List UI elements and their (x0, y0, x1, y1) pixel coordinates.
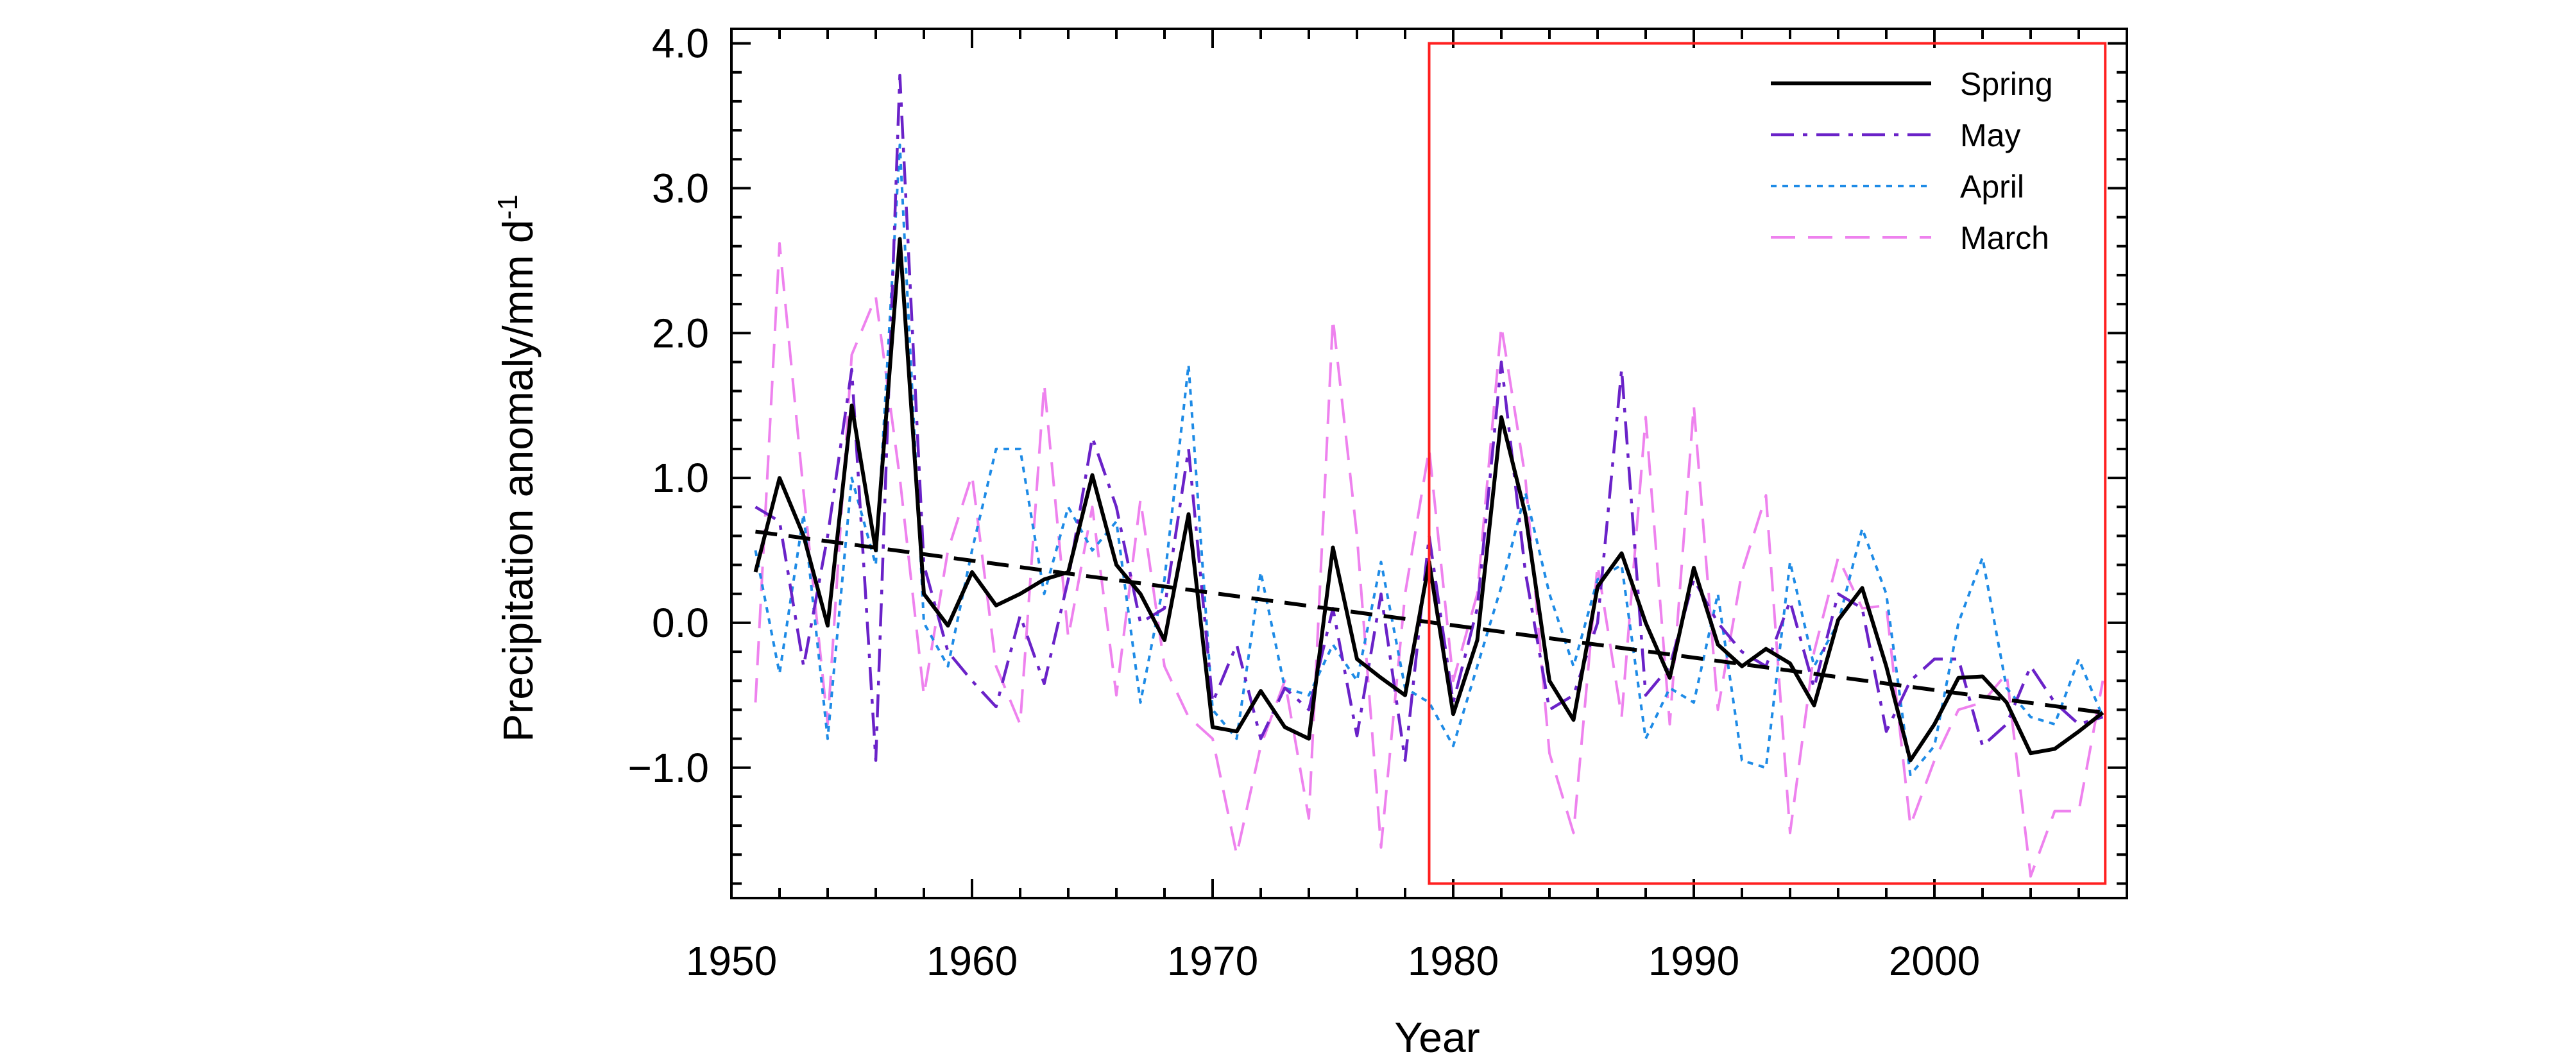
y-tick-label: 3.0 (652, 165, 709, 211)
y-axis-title: Precipitation anomaly/mm d-1 (492, 194, 542, 742)
x-axis-title: Year (1394, 1014, 1480, 1061)
plot-frame (730, 28, 2128, 899)
y-axis: −1.0 0.0 1.0 2.0 3.0 4.0 (628, 21, 2127, 885)
series-april-line (754, 143, 2104, 776)
highlight-layer (1428, 42, 2107, 885)
x-tick-label: 1980 (1408, 938, 1499, 984)
legend-label-may: May (1960, 117, 2020, 153)
series-may-line (755, 74, 2104, 762)
highlight-box (1428, 42, 2107, 885)
legend: Spring May April March (1771, 66, 2053, 256)
x-tick-label: 1970 (1167, 938, 1258, 984)
y-axis-title-superscript: -1 (492, 194, 524, 219)
series-march-line (754, 242, 2104, 878)
legend-label-march: March (1960, 220, 2049, 256)
y-axis-title-text: Precipitation anomaly/mm d (494, 219, 542, 742)
plot-border (730, 28, 2128, 899)
y-tick-label: −1.0 (628, 745, 709, 791)
y-tick-label: 0.0 (652, 600, 709, 646)
x-tick-label: 2000 (1889, 938, 1980, 984)
y-tick-label: 4.0 (652, 21, 709, 67)
y-tick-label: 2.0 (652, 310, 709, 356)
y-tick-label: 1.0 (652, 455, 709, 501)
x-tick-label: 1950 (686, 938, 777, 984)
legend-label-spring: Spring (1960, 66, 2053, 102)
x-tick-label: 1990 (1648, 938, 1739, 984)
x-axis: 1950 1960 1970 1980 1990 2000 (686, 29, 2128, 984)
x-tick-label: 1960 (926, 938, 1018, 984)
legend-label-april: April (1960, 169, 2024, 205)
